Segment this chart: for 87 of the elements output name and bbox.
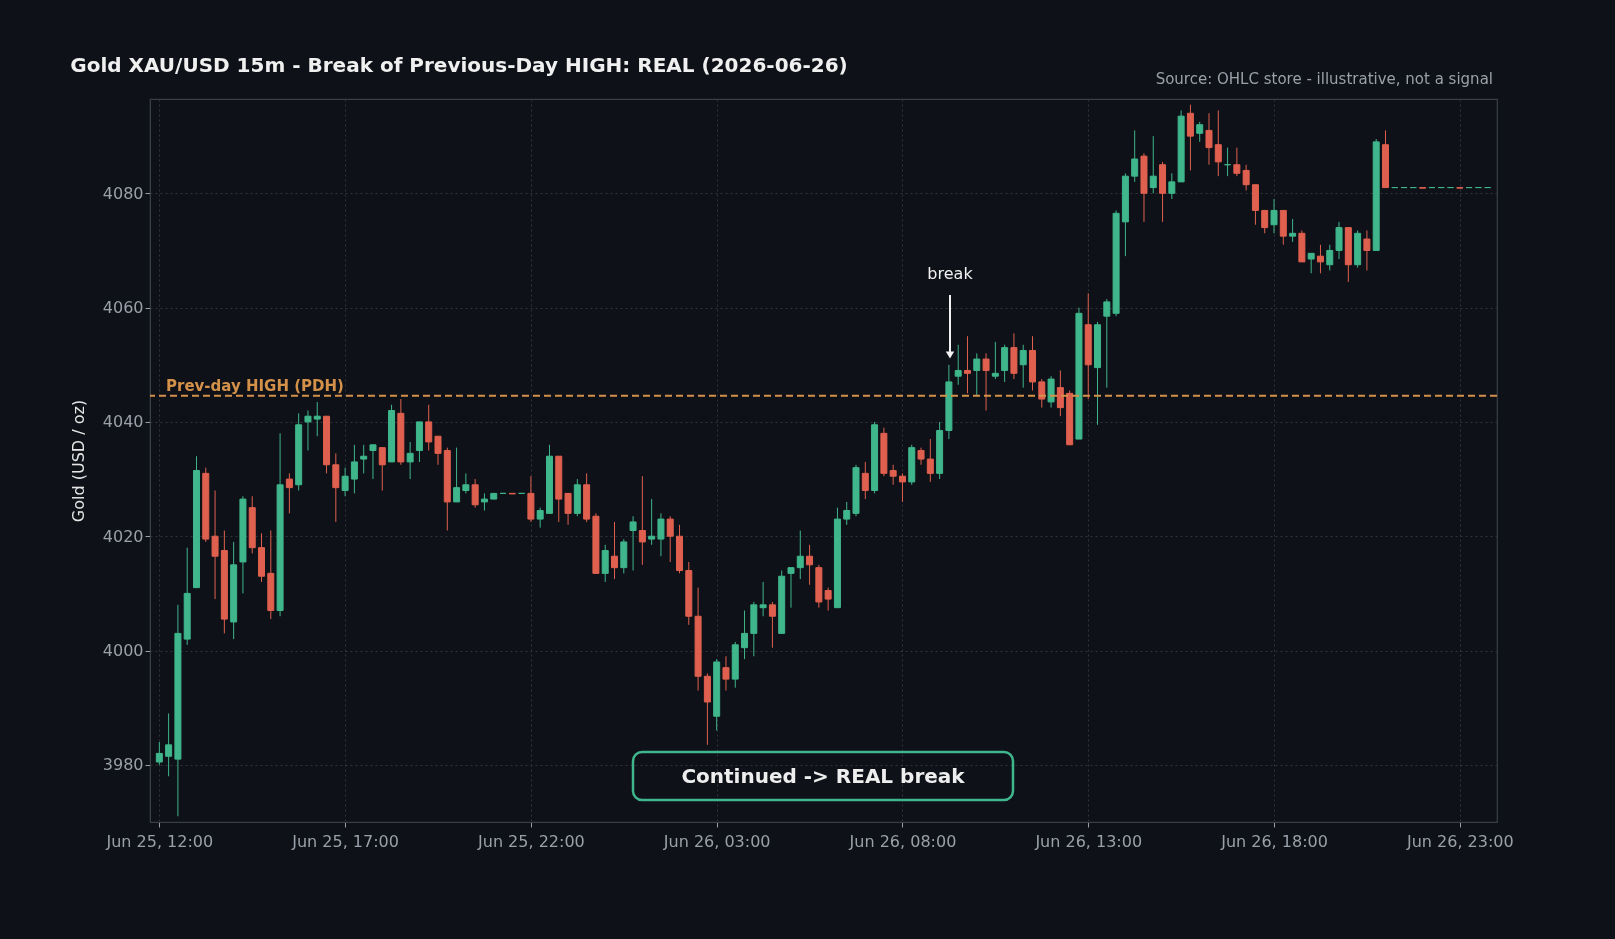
candlestick [285, 472, 293, 514]
chart-title: Gold XAU/USD 15m - Break of Previous-Day HIGH: REAL (2026-06-26) [70, 53, 848, 77]
candlestick [1019, 344, 1027, 389]
annotation: break [927, 264, 974, 283]
candlestick [629, 515, 637, 572]
candlestick [1326, 244, 1334, 271]
candlestick [1056, 369, 1064, 417]
candlestick [378, 447, 386, 492]
candlestick [741, 610, 749, 660]
candlestick [564, 492, 572, 526]
candlestick [1242, 164, 1250, 191]
candlestick [471, 478, 479, 509]
candlestick [462, 472, 470, 494]
candlestick [973, 352, 981, 397]
candlestick [648, 498, 656, 546]
x-tick-label: Jun 26, 18:00 [1220, 831, 1328, 851]
candlestick [332, 452, 340, 523]
candlestick [806, 544, 814, 586]
x-tick-label: Jun 26, 13:00 [1034, 831, 1143, 851]
y-tick-label: 3980 [102, 755, 144, 775]
candlestick [1335, 221, 1343, 260]
candlestick [843, 501, 851, 526]
candlestick [165, 712, 173, 777]
candlestick [1261, 209, 1269, 234]
candlestick [1307, 252, 1315, 274]
candlestick [406, 441, 414, 480]
candlestick [1047, 375, 1055, 409]
candlestick [155, 741, 163, 766]
y-tick-label: 4040 [102, 412, 144, 432]
x-tick-label: Jun 25, 22:00 [477, 831, 585, 851]
candlestick [350, 444, 358, 494]
y-tick-label: 4020 [102, 526, 144, 546]
x-tick-label: Jun 26, 03:00 [662, 831, 771, 851]
candlestick [1363, 229, 1371, 271]
candlestick [796, 530, 804, 580]
x-tick-label: Jun 25, 12:00 [105, 831, 214, 851]
candlestick [722, 655, 730, 692]
candlestick [638, 475, 646, 566]
source-note: Source: OHLC store - illustrative, not a signal [1155, 70, 1493, 88]
candlestick [536, 507, 544, 529]
candlestick [1270, 198, 1278, 234]
candlestick [611, 521, 618, 580]
candlestick [787, 567, 795, 609]
candlestick [1196, 121, 1204, 143]
candlestick [926, 438, 934, 483]
candlestick [768, 601, 776, 649]
candlestick [666, 515, 674, 563]
candlestick [1103, 298, 1111, 389]
candlestick [304, 409, 312, 451]
candlestick [341, 467, 349, 497]
candlestick [759, 581, 767, 617]
candlestick [861, 461, 869, 500]
candlestick [991, 341, 999, 380]
candlestick [434, 435, 442, 466]
candlestick [360, 444, 368, 474]
candlestick [1038, 378, 1046, 409]
x-tick-label: Jun 26, 08:00 [848, 831, 957, 851]
candlestick [1186, 104, 1194, 171]
candlestick [1205, 112, 1213, 166]
candlestick [1316, 244, 1324, 274]
candlestick [1149, 135, 1157, 194]
candlestick [963, 335, 971, 394]
y-axis-title: Gold (USD / oz) [68, 399, 88, 523]
candlestick [313, 401, 321, 437]
candlestick [211, 490, 219, 600]
y-tick-label: 4080 [102, 183, 144, 203]
candlestick [1214, 109, 1222, 177]
candlestick [954, 344, 962, 386]
candlestick [453, 447, 461, 503]
candlestick [1233, 147, 1241, 177]
candlestick [657, 512, 665, 557]
candlestick [889, 464, 897, 486]
candlestick [1168, 172, 1176, 200]
x-tick-label: Jun 26, 23:00 [1405, 831, 1514, 851]
candlestick [1289, 218, 1297, 243]
candlestick [1001, 344, 1009, 383]
candlestick [982, 352, 990, 411]
ref-line-label: Prev-day HIGH (PDH) [166, 376, 344, 395]
y-tick-label: 4060 [102, 298, 144, 318]
candlestick [898, 472, 906, 503]
y-tick-label: 4000 [102, 641, 144, 661]
annotation: Continued -> REAL break [681, 764, 966, 788]
x-tick-label: Jun 25, 17:00 [291, 831, 399, 851]
candlestick [1131, 129, 1139, 183]
candlestick [601, 544, 609, 583]
candlestick [425, 404, 433, 451]
candlestick [369, 444, 377, 480]
